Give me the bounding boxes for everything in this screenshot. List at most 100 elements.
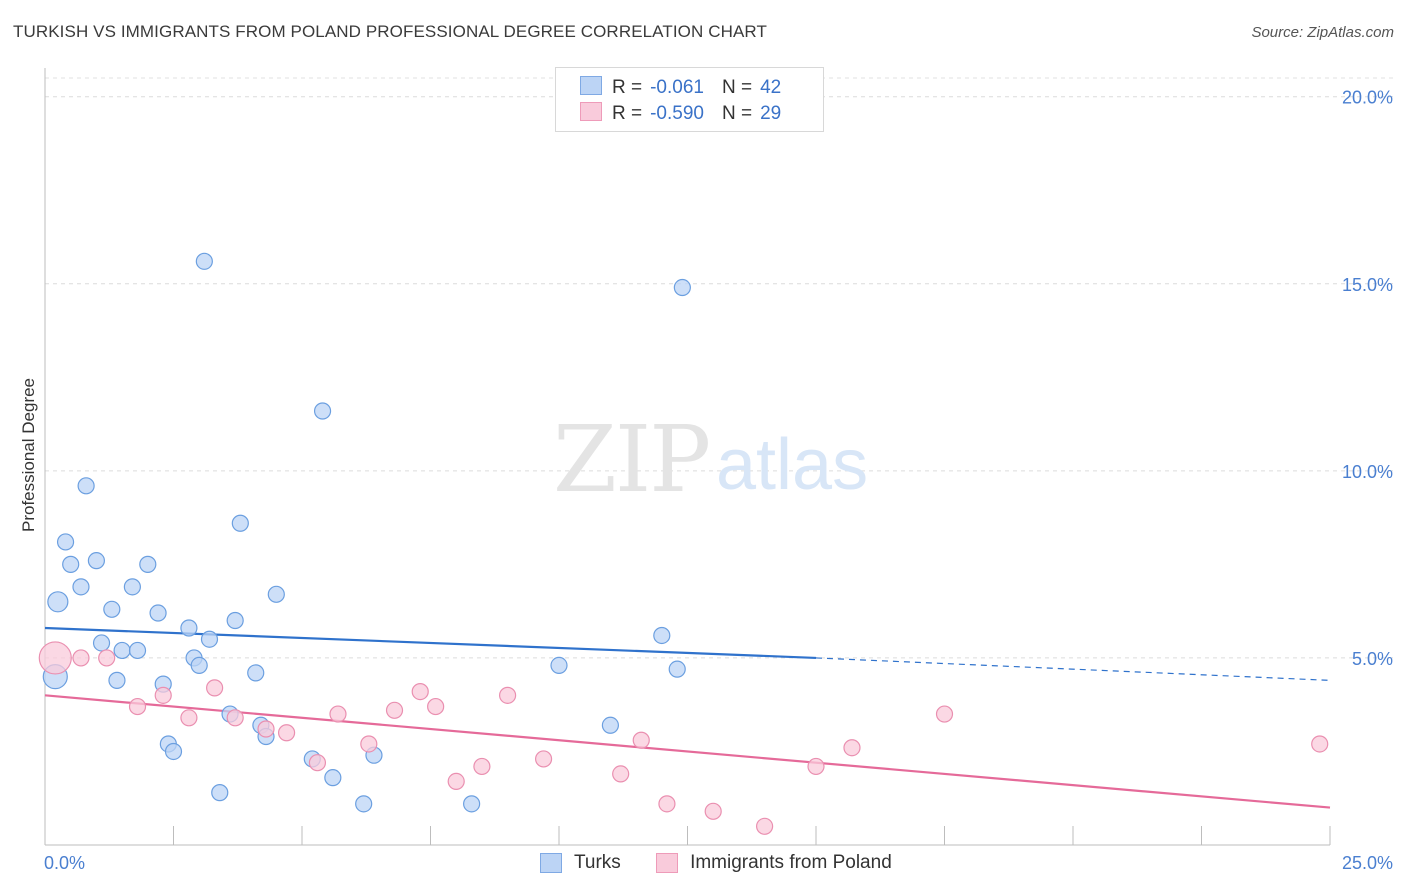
turks-point	[668, 660, 686, 678]
watermark-zip: ZIP	[553, 406, 709, 513]
turks-point	[231, 514, 249, 532]
turks-swatch	[540, 853, 562, 873]
turks-swatch	[580, 76, 602, 95]
turks-point	[103, 600, 121, 618]
poland-point	[72, 649, 90, 667]
turks-point	[226, 611, 244, 630]
poland-swatch	[656, 853, 679, 873]
n-value-poland: 29	[760, 103, 782, 124]
poland-point	[447, 772, 465, 790]
r-label: R =	[612, 103, 643, 124]
turks-point	[77, 477, 95, 495]
poland-point	[257, 720, 275, 738]
turks-point	[72, 578, 90, 596]
turks-point	[211, 784, 229, 802]
data-points	[38, 252, 1329, 835]
legend-item-poland[interactable]: Immigrants from Poland	[656, 852, 892, 874]
turks-point	[355, 795, 373, 813]
poland-trendline	[44, 694, 1331, 809]
turks-point	[56, 533, 75, 551]
legend-row-turks: R = -0.061 N = 42	[580, 76, 781, 102]
poland-point	[427, 697, 445, 716]
poland-point	[704, 802, 722, 820]
chart-title: TURKISH VS IMMIGRANTS FROM POLAND PROFES…	[13, 22, 767, 41]
poland-point	[755, 817, 774, 835]
turks-point	[601, 716, 620, 734]
turks-point	[123, 578, 141, 596]
y-tick-label: 5.0%	[1352, 649, 1393, 669]
turks-point	[62, 555, 80, 573]
poland-point	[807, 757, 825, 776]
correlation-legend: R = -0.061 N = 42 R = -0.590 N = 29	[555, 67, 824, 132]
turks-point	[128, 641, 147, 660]
r-value-poland: -0.590	[650, 103, 704, 124]
turks-point	[113, 641, 131, 660]
turks-trendline-extension	[815, 657, 1331, 681]
poland-point	[534, 750, 553, 768]
poland-point	[308, 754, 327, 772]
turks-point	[149, 604, 167, 622]
poland-point	[226, 709, 244, 727]
legend-label-turks: Turks	[574, 852, 621, 873]
turks-point	[190, 656, 208, 675]
turks-point	[313, 402, 332, 420]
watermark-atlas: atlas	[716, 425, 868, 505]
poland-point	[180, 709, 198, 727]
legend-label-poland: Immigrants from Poland	[690, 852, 892, 873]
turks-point	[673, 278, 691, 297]
poland-point	[632, 731, 650, 749]
y-tick-label: 10.0%	[1342, 462, 1393, 482]
turks-point	[653, 626, 671, 645]
y-tick-label: 15.0%	[1342, 275, 1393, 295]
poland-point	[98, 649, 116, 667]
trendlines	[44, 626, 1331, 809]
turks-point	[247, 664, 265, 682]
n-value-turks: 42	[760, 77, 782, 98]
poland-point	[128, 697, 147, 716]
r-label: R =	[612, 77, 643, 98]
n-label: N =	[721, 103, 753, 124]
poland-point	[360, 735, 378, 753]
poland-point	[411, 682, 429, 701]
tick-labels: 5.0% 10.0% 15.0% 20.0% 0.0% 25.0%	[44, 88, 1393, 873]
turks-point	[463, 795, 481, 813]
poland-point	[277, 724, 296, 742]
poland-point	[473, 757, 491, 776]
poland-point	[843, 739, 861, 757]
source-credit: Source: ZipAtlas.com	[1251, 24, 1394, 41]
y-tick-label: 20.0%	[1342, 88, 1393, 108]
legend-item-turks[interactable]: Turks	[540, 852, 621, 874]
turks-trendline	[44, 626, 817, 660]
turks-point	[324, 769, 342, 787]
poland-point	[658, 795, 676, 813]
turks-point	[139, 555, 157, 573]
poland-point	[385, 701, 404, 719]
poland-swatch	[580, 102, 602, 121]
gridlines	[45, 77, 1393, 659]
poland-point	[499, 686, 517, 704]
turks-point	[164, 742, 183, 761]
poland-point	[935, 705, 954, 723]
turks-point	[550, 656, 568, 675]
turks-point	[180, 619, 198, 637]
axes	[44, 68, 1331, 846]
turks-point	[200, 630, 219, 648]
poland-point	[206, 679, 224, 697]
turks-point	[47, 591, 69, 613]
poland-point	[38, 641, 72, 675]
turks-point	[267, 585, 285, 603]
poland-point	[612, 765, 630, 783]
turks-point	[195, 252, 213, 270]
turks-point	[92, 634, 111, 652]
r-value-turks: -0.061	[650, 77, 704, 98]
series-legend: Turks Immigrants from Poland	[540, 852, 922, 879]
y-axis-title: Professional Degree	[19, 378, 38, 532]
watermark: ZIP atlas	[553, 406, 868, 513]
x-tick-label: 25.0%	[1342, 853, 1393, 873]
poland-point	[329, 705, 347, 723]
turks-point	[108, 671, 126, 689]
legend-row-poland: R = -0.590 N = 29	[580, 102, 781, 128]
turks-point	[87, 552, 106, 570]
x-tick-label: 0.0%	[44, 853, 85, 873]
